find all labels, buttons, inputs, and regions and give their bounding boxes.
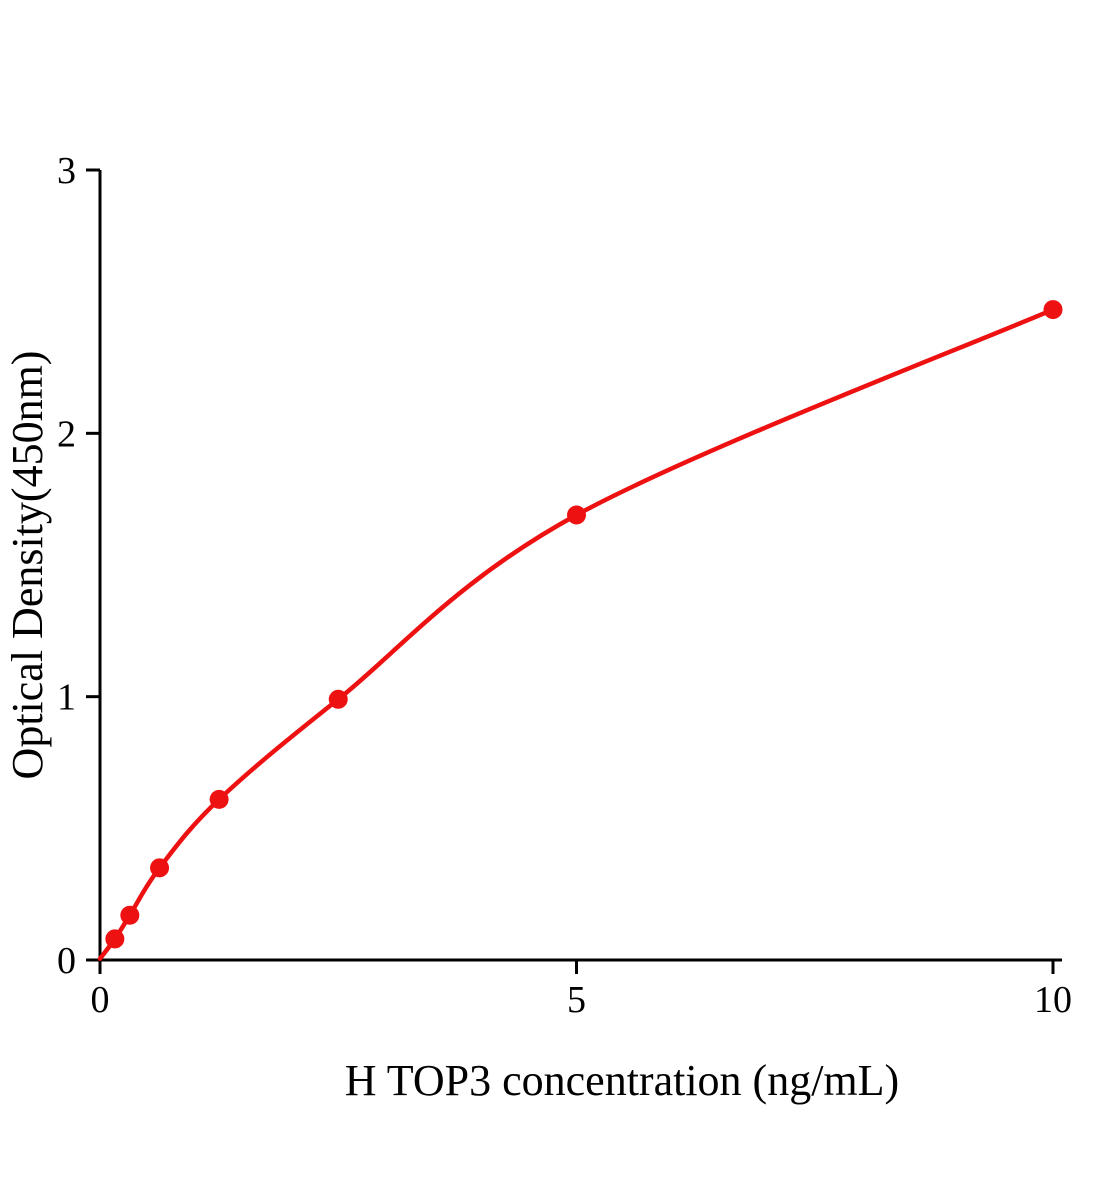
plot-layer	[97, 300, 1063, 961]
x-tick-label: 0	[91, 979, 110, 1021]
data-point	[567, 505, 586, 525]
axes-layer: 0 1 2 3 0 5 10	[57, 150, 1072, 1021]
data-point	[120, 905, 140, 925]
y-tick-label: 2	[57, 413, 76, 455]
data-point	[150, 858, 170, 878]
x-tick-label: 10	[1034, 979, 1072, 1021]
data-point	[328, 689, 348, 709]
data-point	[105, 929, 125, 949]
y-tick-label: 0	[57, 940, 76, 982]
data-point	[209, 789, 229, 809]
standard-curve-line	[97, 307, 1056, 961]
data-point	[1043, 300, 1063, 320]
y-tick-label: 3	[57, 150, 76, 192]
y-axis-title: Optical Density(450nm)	[3, 351, 52, 780]
x-tick-label: 5	[567, 979, 586, 1021]
x-axis-title: H TOP3 concentration (ng/mL)	[345, 1056, 899, 1105]
y-tick-label: 1	[57, 677, 76, 719]
